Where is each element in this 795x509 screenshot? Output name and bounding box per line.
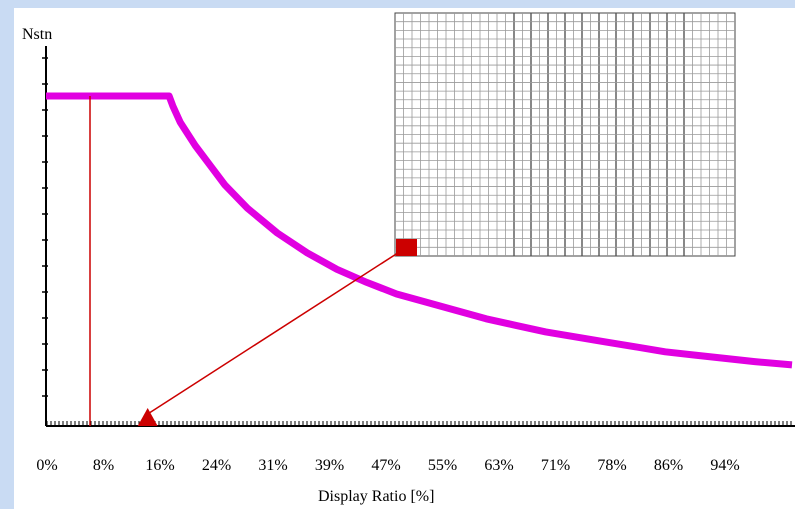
x-axis-ticks [46,421,792,426]
x-axis-label: Display Ratio [%] [318,488,434,505]
x-tick-label: 0% [36,457,57,474]
x-tick-label: 31% [258,457,287,474]
x-tick-label: 78% [597,457,626,474]
annotation-layer [89,96,417,426]
inset-grid [394,12,736,257]
left-border [0,0,14,509]
y-axis-ticks [42,57,48,397]
top-border [0,0,795,8]
x-tick-label: 47% [371,457,400,474]
series-layer [45,92,793,369]
x-axis-tick-labels: 0% 8% 16% 24% 31% 39% 47% 55% 63% 71% 78% 86% 94% [36,457,739,474]
highlight-cell [396,239,417,256]
marker-triangle [137,408,158,426]
x-tick-label: 71% [541,457,570,474]
x-tick-label: 8% [93,457,114,474]
x-tick-label: 94% [710,457,739,474]
series-line [46,92,793,369]
x-tick-label: 39% [315,457,344,474]
x-tick-label: 55% [428,457,457,474]
y-axis-label: Nstn [22,26,52,43]
x-tick-label: 63% [484,457,513,474]
connector-line [147,248,405,415]
x-tick-label: 86% [654,457,683,474]
x-tick-label: 24% [202,457,231,474]
x-tick-label: 16% [145,457,174,474]
